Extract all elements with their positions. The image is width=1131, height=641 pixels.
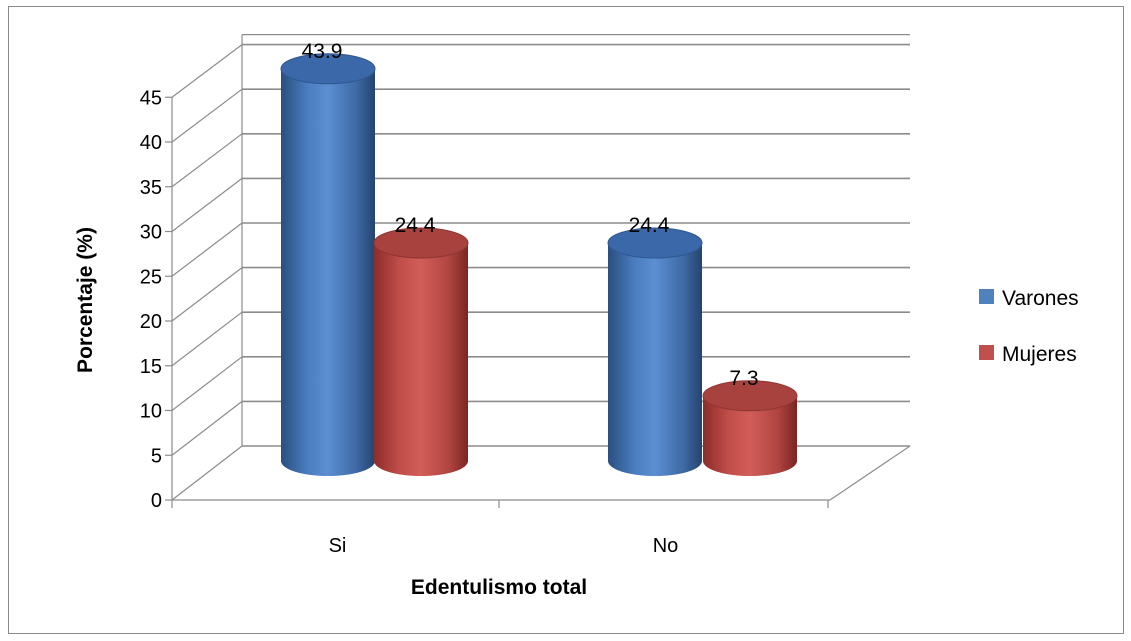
gridline-side bbox=[171, 445, 243, 501]
chart-frame bbox=[8, 6, 1124, 634]
cylinder-top bbox=[373, 227, 469, 259]
y-tick-label: 25 bbox=[140, 266, 162, 288]
legend: Varones Mujeres bbox=[979, 287, 1079, 366]
legend-label-mujeres: Mujeres bbox=[1002, 343, 1077, 366]
cylinder-top bbox=[702, 380, 798, 412]
cylinder-body bbox=[281, 68, 375, 476]
x-tick-label: No bbox=[653, 535, 679, 557]
cylinder-top bbox=[280, 53, 376, 85]
chart-walls bbox=[171, 33, 911, 501]
cylinder-body bbox=[374, 242, 468, 476]
cylinder-body bbox=[608, 242, 702, 476]
value-label: 43.9 bbox=[302, 40, 343, 63]
value-label: 24.4 bbox=[395, 214, 436, 237]
y-tick-label: 15 bbox=[140, 356, 162, 378]
gridline-side bbox=[171, 400, 243, 456]
legend-label-varones: Varones bbox=[1002, 287, 1079, 310]
bar-mujeres-si bbox=[373, 227, 469, 476]
bar-varones-no bbox=[607, 227, 703, 476]
gridline-side bbox=[171, 356, 243, 411]
cylinder-top bbox=[607, 227, 703, 259]
gridline-side bbox=[171, 133, 243, 188]
y-tick-label: 45 bbox=[140, 87, 162, 109]
y-tick-label: 35 bbox=[140, 177, 162, 199]
gridline-side bbox=[171, 222, 243, 277]
y-tick-label: 10 bbox=[140, 401, 162, 423]
x-tick-label: Si bbox=[329, 535, 347, 557]
y-tick-label: 0 bbox=[151, 490, 162, 512]
gridline-side bbox=[171, 311, 243, 367]
data-labels: 43.9 24.4 24.4 7.3 bbox=[302, 40, 759, 390]
gridline-side bbox=[171, 177, 243, 232]
cylinder-body bbox=[703, 395, 797, 476]
bar-mujeres-no bbox=[702, 380, 798, 476]
y-tick-label: 5 bbox=[151, 445, 162, 467]
floor-right-edge bbox=[829, 445, 911, 501]
y-axis-ticks: 0 5 10 15 20 25 30 35 40 45 bbox=[140, 87, 172, 512]
gridline-side bbox=[171, 88, 243, 143]
bar-varones-si bbox=[280, 53, 376, 476]
x-axis: Si No bbox=[171, 500, 829, 557]
y-tick-label: 40 bbox=[140, 132, 162, 154]
y-tick-label: 30 bbox=[140, 222, 162, 244]
legend-swatch-mujeres bbox=[979, 345, 994, 360]
legend-swatch-varones bbox=[979, 289, 994, 304]
x-axis-title: Edentulismo total bbox=[411, 576, 587, 599]
gridline-side bbox=[171, 267, 243, 322]
bars bbox=[280, 53, 798, 476]
value-label: 7.3 bbox=[729, 367, 758, 390]
value-label: 24.4 bbox=[629, 214, 670, 237]
gridline-side bbox=[171, 44, 243, 98]
y-axis-title: Porcentaje (%) bbox=[74, 227, 97, 373]
y-tick-label: 20 bbox=[140, 311, 162, 333]
